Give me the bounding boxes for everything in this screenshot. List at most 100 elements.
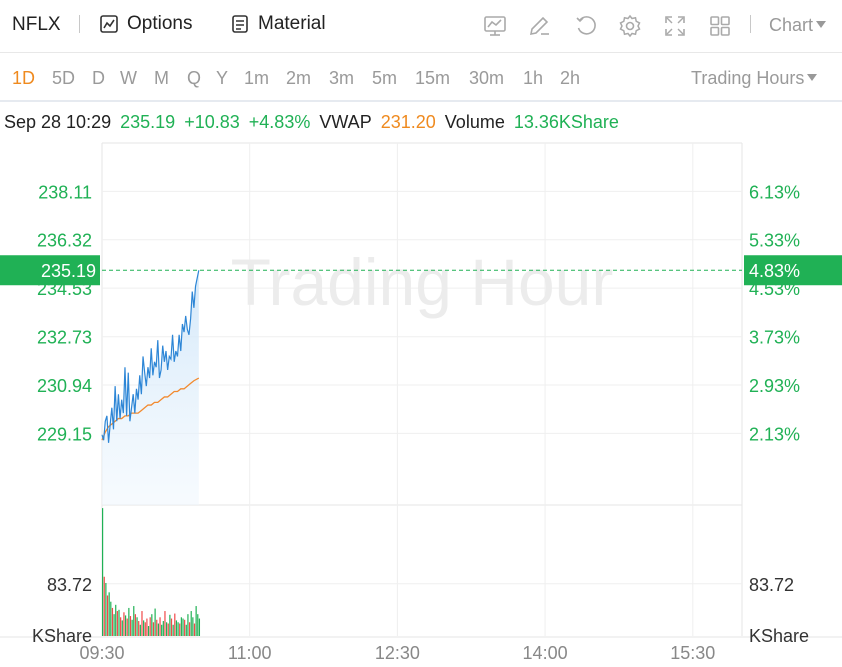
vwap-line	[101, 377, 200, 441]
trading-hours-dropdown[interactable]: Trading Hours	[691, 68, 818, 89]
volume-bar	[129, 616, 132, 636]
period-q[interactable]: Q	[187, 68, 202, 88]
period-d[interactable]: D	[92, 68, 105, 88]
quote-datetime: Sep 28 10:29	[4, 112, 112, 132]
volume-bar	[123, 612, 125, 636]
volume-bar	[164, 611, 166, 636]
options-label: Options	[127, 13, 193, 34]
period-5m[interactable]: 5m	[372, 68, 398, 88]
vwap-value: 231.20	[380, 112, 436, 132]
volume-bar	[134, 614, 137, 636]
volume-bar	[192, 617, 194, 636]
volume-bar	[133, 606, 135, 636]
period-w[interactable]: W	[120, 68, 137, 88]
price-tick-label: 229.15	[37, 424, 92, 444]
volume-bar	[198, 618, 201, 636]
period-5d[interactable]: 5D	[52, 68, 76, 88]
volume-bar	[182, 618, 184, 636]
time-tick-label: 15:30	[670, 643, 715, 663]
price-tick-label: 236.32	[37, 231, 92, 251]
indicator-icon[interactable]	[483, 14, 507, 38]
period-1m[interactable]: 1m	[244, 68, 270, 88]
volume-bar	[146, 618, 148, 636]
pct-tick-label: 5.33%	[749, 231, 800, 251]
volume-bar	[144, 622, 146, 636]
volume-bar	[102, 508, 104, 636]
refresh-icon[interactable]	[574, 14, 598, 38]
price-tick-label: 238.11	[38, 182, 92, 202]
period-2m[interactable]: 2m	[286, 68, 312, 88]
volume-bar	[143, 620, 145, 636]
volume-bar	[118, 609, 120, 636]
volume-bar	[161, 624, 163, 636]
volume-bar	[128, 607, 130, 636]
trading-hour-watermark: Trading Hour	[231, 245, 614, 319]
chevron-down-icon	[816, 20, 827, 28]
period-30m[interactable]: 30m	[469, 68, 505, 88]
volume-bar	[131, 619, 133, 636]
ticker-symbol[interactable]: NFLX	[12, 14, 61, 35]
current-price-tag	[0, 255, 100, 286]
volume-bar	[184, 619, 186, 636]
period-15m[interactable]: 15m	[415, 68, 451, 88]
volume-bar	[187, 614, 189, 636]
volume-bar	[111, 607, 114, 636]
volume-bar	[113, 614, 115, 636]
volume-tick-label-right: 83.72	[749, 575, 794, 595]
volume-label: Volume	[444, 112, 505, 132]
layout-icon[interactable]	[708, 14, 732, 38]
period-1d[interactable]: 1D	[12, 68, 36, 88]
period-1h[interactable]: 1h	[523, 68, 544, 88]
volume-bar	[139, 624, 141, 636]
volume-bar	[121, 620, 123, 636]
price-line	[101, 270, 200, 443]
toolbar-divider	[750, 15, 751, 33]
quote-info-bar: Sep 28 10:29 235.19 +10.83 +4.83% VWAP 2…	[4, 112, 623, 133]
volume-bar	[167, 623, 169, 636]
period-m[interactable]: M	[154, 68, 169, 88]
volume-bar	[195, 606, 197, 636]
material-button[interactable]: Material	[230, 13, 326, 35]
options-icon	[100, 15, 118, 33]
volume-bar	[152, 622, 155, 636]
settings-icon[interactable]	[618, 14, 642, 38]
volume-bar	[116, 611, 118, 636]
volume-bar	[157, 623, 159, 636]
volume-bar	[151, 614, 153, 636]
current-pct-tag	[744, 255, 842, 286]
volume-bar	[115, 604, 117, 636]
chart-type-label: Chart	[769, 15, 814, 35]
period-bar: 1D 5D D W M Q Y 1m 2m 3m 5m 15m 30m 1h 2h Trading Hour…	[0, 52, 842, 102]
volume-bar	[136, 617, 138, 636]
current-price-tag-label: 235.19	[41, 261, 96, 281]
volume-bar	[177, 622, 179, 636]
volume-bar	[170, 618, 173, 636]
period-2h[interactable]: 2h	[560, 68, 581, 88]
options-button[interactable]: Options	[99, 13, 192, 35]
period-3m[interactable]: 3m	[329, 68, 355, 88]
chart-type-dropdown[interactable]: Chart	[769, 15, 827, 36]
time-tick-label: 14:00	[523, 643, 568, 663]
volume-bar	[124, 615, 127, 636]
pct-tick-label: 6.13%	[749, 182, 800, 202]
chevron-down-icon	[807, 73, 818, 81]
volume-bar	[197, 614, 199, 636]
fullscreen-icon[interactable]	[663, 14, 687, 38]
volume-bar	[110, 601, 112, 636]
volume-bar	[179, 623, 181, 636]
volume-bar	[108, 592, 110, 636]
volume-bar	[190, 611, 192, 636]
volume-value: 13.36KShare	[513, 112, 619, 132]
price-tick-label: 232.73	[37, 328, 92, 348]
volume-bar	[154, 608, 156, 636]
period-y[interactable]: Y	[216, 68, 229, 88]
volume-bar	[193, 623, 196, 636]
volume-bar	[169, 614, 171, 636]
time-tick-label: 12:30	[375, 643, 420, 663]
volume-bar	[175, 620, 178, 636]
volume-bar	[120, 617, 122, 636]
draw-icon[interactable]	[528, 14, 552, 38]
quote-change-pct: +4.83%	[248, 112, 311, 132]
material-label: Material	[258, 13, 326, 34]
